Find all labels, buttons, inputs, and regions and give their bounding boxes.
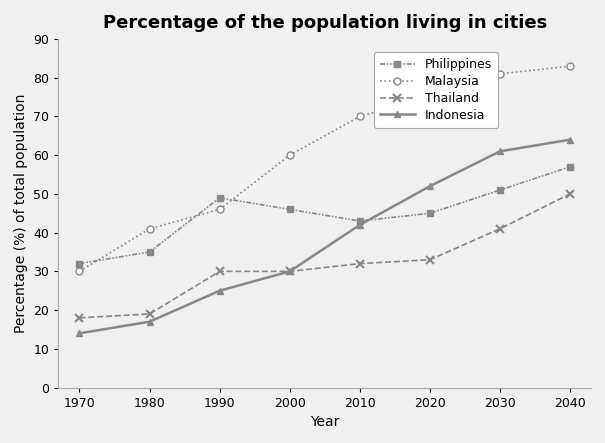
X-axis label: Year: Year	[310, 415, 339, 429]
Thailand	[427, 257, 434, 262]
Thailand	[146, 311, 153, 317]
Philippines	[286, 207, 293, 212]
Thailand	[286, 269, 293, 274]
Indonesia	[286, 269, 293, 274]
Indonesia	[76, 330, 83, 336]
Line: Philippines: Philippines	[76, 163, 574, 267]
Malaysia	[427, 94, 434, 100]
Indonesia	[146, 319, 153, 324]
Indonesia	[496, 149, 503, 154]
Y-axis label: Percentage (%) of total population: Percentage (%) of total population	[14, 93, 28, 333]
Line: Malaysia: Malaysia	[76, 62, 574, 275]
Malaysia	[76, 269, 83, 274]
Philippines	[216, 195, 223, 200]
Line: Indonesia: Indonesia	[76, 136, 574, 337]
Malaysia	[566, 63, 574, 69]
Philippines	[427, 210, 434, 216]
Philippines	[566, 164, 574, 170]
Indonesia	[427, 183, 434, 189]
Thailand	[496, 226, 503, 231]
Malaysia	[496, 71, 503, 77]
Philippines	[146, 249, 153, 255]
Philippines	[356, 218, 364, 224]
Indonesia	[216, 288, 223, 293]
Legend: Philippines, Malaysia, Thailand, Indonesia: Philippines, Malaysia, Thailand, Indones…	[374, 52, 499, 128]
Philippines	[76, 261, 83, 266]
Thailand	[356, 261, 364, 266]
Malaysia	[146, 226, 153, 231]
Thailand	[216, 269, 223, 274]
Malaysia	[356, 114, 364, 119]
Thailand	[566, 191, 574, 197]
Title: Percentage of the population living in cities: Percentage of the population living in c…	[103, 14, 547, 32]
Malaysia	[286, 152, 293, 158]
Line: Thailand: Thailand	[76, 190, 574, 322]
Indonesia	[566, 137, 574, 142]
Philippines	[496, 187, 503, 193]
Thailand	[76, 315, 83, 320]
Malaysia	[216, 207, 223, 212]
Indonesia	[356, 222, 364, 228]
